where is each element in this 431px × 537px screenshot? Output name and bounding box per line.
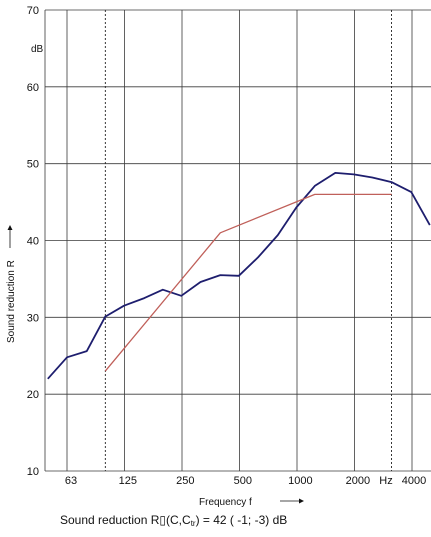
y-axis-title-text: Sound reduction R	[6, 260, 17, 343]
y-tick-label: 40	[27, 236, 39, 248]
y-axis-title: Sound reduction R	[6, 225, 17, 343]
y-unit-label: dB	[31, 44, 44, 55]
x-axis-title: Frequency f	[199, 497, 304, 508]
y-axis-arrowhead	[7, 225, 13, 230]
grid	[44, 9, 431, 472]
summary-open: (C,C	[166, 513, 191, 527]
summary-prefix: Sound reduction R	[60, 513, 160, 527]
y-tick-label: 60	[27, 82, 39, 94]
x-tick-label: 1000	[288, 475, 312, 487]
x-tick-label: 4000	[402, 475, 426, 487]
x-axis-arrowhead	[299, 498, 304, 504]
summary-text: Sound reduction R▯(C,Ctr) = 42 ( -1; -3)…	[60, 513, 287, 528]
y-tick-labels: 10 20 30 40 50 60 70	[27, 5, 39, 478]
summary-subscript: tr	[190, 519, 196, 528]
x-tick-label: 63	[65, 475, 77, 487]
summary-box: ▯	[159, 513, 167, 527]
x-tick-label: 2000	[346, 475, 370, 487]
y-tick-label: 10	[27, 466, 39, 478]
summary-close: ) = 42 ( -1; -3) dB	[195, 513, 288, 527]
x-unit-label: Hz	[379, 475, 392, 487]
y-tick-label: 50	[27, 159, 39, 171]
y-tick-label: 30	[27, 312, 39, 324]
x-tick-label: 125	[119, 475, 137, 487]
reference-lines	[104, 10, 392, 471]
x-tick-labels: 63 125 250 500 1000 2000 4000	[65, 475, 426, 487]
series-group	[47, 171, 431, 380]
measured-curve	[47, 171, 431, 380]
reference-curve	[104, 193, 392, 372]
y-tick-label: 70	[27, 5, 39, 17]
x-axis-title-text: Frequency f	[199, 497, 252, 508]
y-tick-label: 20	[27, 389, 39, 401]
x-tick-label: 250	[176, 475, 194, 487]
x-tick-label: 500	[234, 475, 252, 487]
